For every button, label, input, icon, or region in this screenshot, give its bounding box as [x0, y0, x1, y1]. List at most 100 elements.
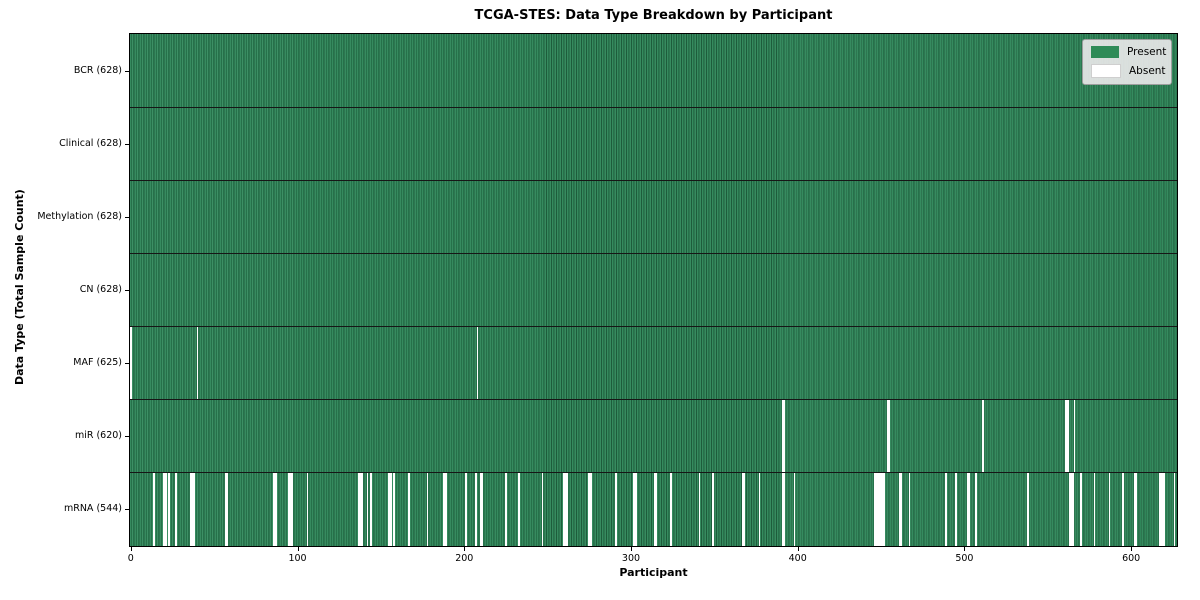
x-tick-label: 0 — [127, 553, 134, 564]
absent-stripe — [888, 399, 891, 473]
absent-stripe — [1070, 472, 1072, 546]
absent-stripe — [226, 472, 229, 546]
absent-stripe — [655, 472, 657, 546]
plot-area — [129, 33, 1178, 547]
heatmap — [130, 34, 1177, 546]
absent-stripe — [1158, 472, 1161, 546]
legend-label: Present — [1127, 46, 1167, 58]
y-tick-mark — [125, 436, 129, 438]
y-tick-label: Clinical (628) — [59, 137, 122, 149]
absent-stripe — [408, 472, 411, 546]
absent-stripe — [1173, 472, 1176, 546]
absent-stripe — [505, 472, 507, 546]
absent-stripe — [426, 472, 429, 546]
absent-stripe — [291, 472, 294, 546]
absent-stripe — [783, 399, 786, 473]
absent-stripe — [275, 472, 277, 546]
legend-item-absent: Absent — [1091, 64, 1166, 78]
absent-stripe — [883, 472, 886, 546]
absent-stripe — [193, 472, 195, 546]
absent-stripe — [900, 472, 902, 546]
x-tick-mark — [297, 547, 299, 551]
absent-stripe — [711, 472, 714, 546]
y-tick-label: mRNA (544) — [63, 503, 122, 515]
row-separator — [130, 472, 1177, 474]
absent-stripe — [615, 472, 617, 546]
absent-stripe — [588, 472, 591, 546]
absent-stripe — [743, 472, 746, 546]
absent-stripe — [781, 399, 784, 473]
heatmap-row — [130, 180, 1177, 254]
absent-stripe — [1133, 472, 1136, 546]
absent-stripe — [175, 472, 177, 546]
absent-stripe — [945, 472, 947, 546]
x-tick-label: 100 — [288, 553, 307, 564]
absent-stripe — [898, 472, 901, 546]
absent-stripe — [153, 472, 155, 546]
absent-stripe — [635, 472, 637, 546]
absent-stripe — [518, 472, 521, 546]
absent-stripe — [288, 472, 291, 546]
x-tick-label: 300 — [621, 553, 641, 564]
x-tick-mark — [630, 547, 632, 551]
heatmap-row — [130, 253, 1177, 327]
y-tick-mark — [125, 143, 129, 145]
y-tick-label: miR (620) — [74, 430, 122, 442]
absent-stripe — [783, 472, 786, 546]
y-tick-label: Methylation (628) — [37, 210, 122, 222]
x-tick-label: 600 — [1122, 553, 1141, 564]
absent-stripe — [1080, 472, 1082, 546]
absent-stripe — [698, 472, 701, 546]
heatmap-row — [130, 107, 1177, 181]
absent-stripe — [886, 399, 889, 473]
absent-stripe — [190, 472, 192, 546]
absent-stripe — [1065, 399, 1067, 473]
absent-stripe — [390, 472, 392, 546]
absent-stripe — [1163, 472, 1166, 546]
absent-stripe — [1093, 472, 1096, 546]
absent-stripe — [670, 472, 672, 546]
absent-stripe — [196, 326, 199, 400]
absent-stripe — [475, 472, 477, 546]
absent-stripe — [306, 472, 309, 546]
y-tick-mark — [125, 290, 129, 291]
absent-stripe — [360, 472, 362, 546]
y-tick-label: MAF (625) — [73, 357, 122, 369]
absent-stripe — [465, 472, 467, 546]
absent-stripe — [565, 472, 567, 546]
absent-stripe — [793, 472, 796, 546]
absent-stripe — [388, 472, 391, 546]
absent-stripe — [290, 472, 292, 546]
x-tick-mark — [464, 547, 466, 551]
absent-stripe — [1071, 472, 1074, 546]
absent-stripe — [163, 472, 165, 546]
absent-stripe — [563, 472, 566, 546]
absent-stripe — [880, 472, 882, 546]
heatmap-row — [130, 34, 1177, 108]
absent-stripe — [1121, 472, 1124, 546]
legend: Present Absent — [1082, 39, 1172, 85]
absent-stripe — [130, 326, 132, 400]
y-tick-mark — [125, 70, 129, 72]
absent-stripe — [168, 472, 170, 546]
absent-stripe — [273, 472, 276, 546]
absent-stripe — [393, 472, 396, 546]
absent-stripe — [966, 472, 969, 546]
y-tick-mark — [125, 509, 129, 511]
absent-stripe — [361, 472, 364, 546]
heatmap-row — [130, 399, 1177, 473]
x-tick-mark — [964, 547, 966, 551]
absent-stripe — [1161, 472, 1164, 546]
row-separator — [130, 399, 1177, 401]
absent-swatch-icon — [1091, 64, 1121, 78]
y-tick-label: CN (628) — [79, 284, 122, 295]
absent-stripe — [968, 472, 971, 546]
absent-stripe — [358, 472, 361, 546]
absent-stripe — [445, 472, 447, 546]
absent-stripe — [1073, 399, 1076, 473]
row-separator — [130, 326, 1177, 328]
absent-stripe — [873, 472, 876, 546]
y-tick-mark — [125, 216, 129, 218]
absent-stripe — [881, 472, 884, 546]
absent-stripe — [1068, 472, 1071, 546]
